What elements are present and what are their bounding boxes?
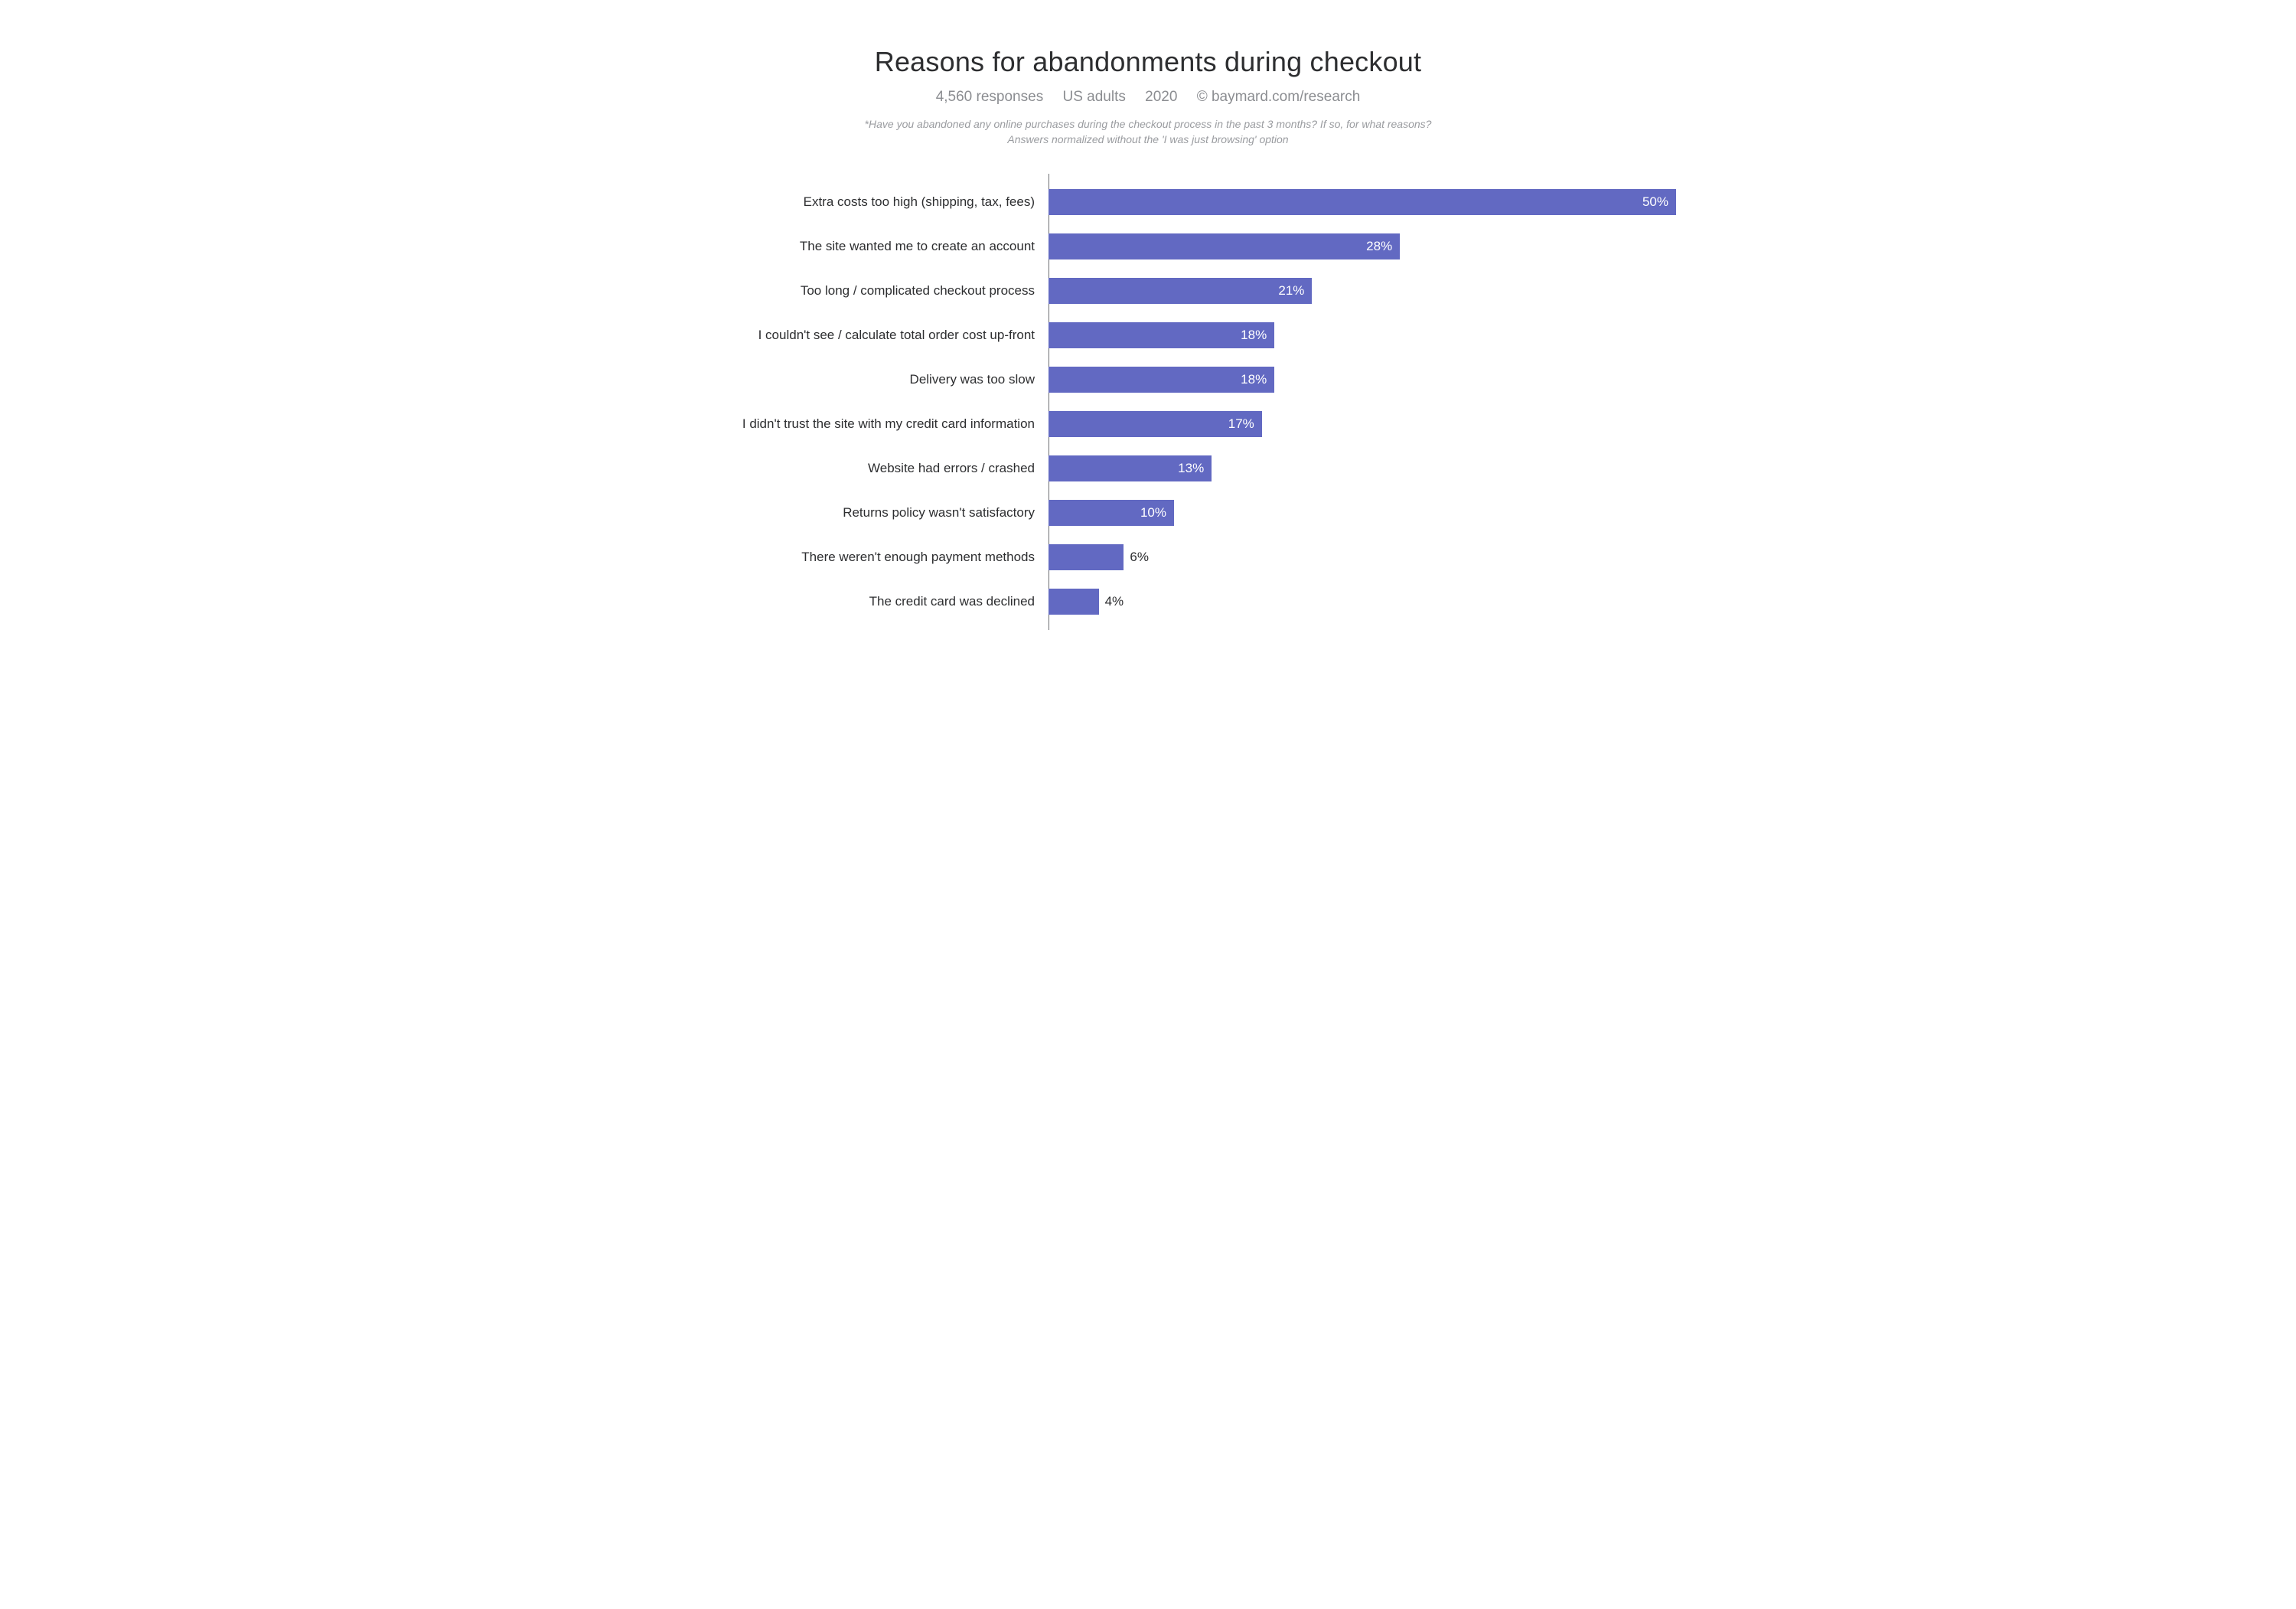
bar-value-label: 18% xyxy=(1241,372,1267,387)
category-label: Returns policy wasn't satisfactory xyxy=(620,505,1049,521)
bar-value-label: 50% xyxy=(1642,194,1668,210)
chart-plot-area: Extra costs too high (shipping, tax, fee… xyxy=(620,180,1676,624)
chart-row: Delivery was too slow 18% xyxy=(620,357,1676,402)
bar: 18% xyxy=(1049,322,1274,348)
bar-value-label: 6% xyxy=(1130,550,1149,565)
chart-row: The credit card was declined 4% xyxy=(620,579,1676,624)
bar-track: 6% xyxy=(1049,535,1676,579)
chart-row: Too long / complicated checkout process 2… xyxy=(620,269,1676,313)
bar-track: 28% xyxy=(1049,224,1676,269)
bar xyxy=(1049,589,1099,615)
bar: 13% xyxy=(1049,455,1212,481)
bar-track: 17% xyxy=(1049,402,1676,446)
chart-row: There weren't enough payment methods 6% xyxy=(620,535,1676,579)
category-label: I didn't trust the site with my credit c… xyxy=(620,416,1049,432)
bar-track: 18% xyxy=(1049,313,1676,357)
chart-footnote: *Have you abandoned any online purchases… xyxy=(620,116,1676,148)
chart-row: Extra costs too high (shipping, tax, fee… xyxy=(620,180,1676,224)
bar: 28% xyxy=(1049,233,1400,259)
bar-value-label: 21% xyxy=(1278,283,1304,299)
bar-track: 21% xyxy=(1049,269,1676,313)
bar-track: 10% xyxy=(1049,491,1676,535)
bar: 18% xyxy=(1049,367,1274,393)
category-label: Delivery was too slow xyxy=(620,372,1049,387)
bar-value-label: 17% xyxy=(1228,416,1254,432)
bar-track: 13% xyxy=(1049,446,1676,491)
bar: 21% xyxy=(1049,278,1312,304)
chart-row: The site wanted me to create an account 2… xyxy=(620,224,1676,269)
footnote-line-1: *Have you abandoned any online purchases… xyxy=(620,116,1676,132)
bar-track: 50% xyxy=(1049,180,1676,224)
chart-row: I didn't trust the site with my credit c… xyxy=(620,402,1676,446)
chart-row: I couldn't see / calculate total order c… xyxy=(620,313,1676,357)
bar-value-label: 10% xyxy=(1140,505,1166,521)
bar-track: 18% xyxy=(1049,357,1676,402)
bar-value-label: 28% xyxy=(1366,239,1392,254)
subtitle-source: © baymard.com/research xyxy=(1197,89,1361,105)
bar-value-label: 13% xyxy=(1178,461,1204,476)
category-label: I couldn't see / calculate total order c… xyxy=(620,328,1049,343)
chart-container: Reasons for abandonments during checkout… xyxy=(589,0,1707,654)
category-label: Website had errors / crashed xyxy=(620,461,1049,476)
chart-row: Website had errors / crashed 13% xyxy=(620,446,1676,491)
category-label: Extra costs too high (shipping, tax, fee… xyxy=(620,194,1049,210)
category-label: There weren't enough payment methods xyxy=(620,550,1049,565)
bar-value-label: 4% xyxy=(1105,594,1124,609)
bar: 17% xyxy=(1049,411,1262,437)
category-label: The site wanted me to create an account xyxy=(620,239,1049,254)
chart-title: Reasons for abandonments during checkout xyxy=(620,46,1676,78)
subtitle-population: US adults xyxy=(1062,89,1125,105)
category-label: Too long / complicated checkout process xyxy=(620,283,1049,299)
bar: 50% xyxy=(1049,189,1676,215)
bar-track: 4% xyxy=(1049,579,1676,624)
footnote-line-2: Answers normalized without the 'I was ju… xyxy=(620,132,1676,147)
bar: 10% xyxy=(1049,500,1174,526)
subtitle-responses: 4,560 responses xyxy=(936,89,1044,105)
bar xyxy=(1049,544,1124,570)
category-label: The credit card was declined xyxy=(620,594,1049,609)
bar-value-label: 18% xyxy=(1241,328,1267,343)
subtitle-year: 2020 xyxy=(1145,89,1177,105)
chart-subtitle: 4,560 responses US adults 2020 © baymard… xyxy=(620,89,1676,106)
chart-row: Returns policy wasn't satisfactory 10% xyxy=(620,491,1676,535)
